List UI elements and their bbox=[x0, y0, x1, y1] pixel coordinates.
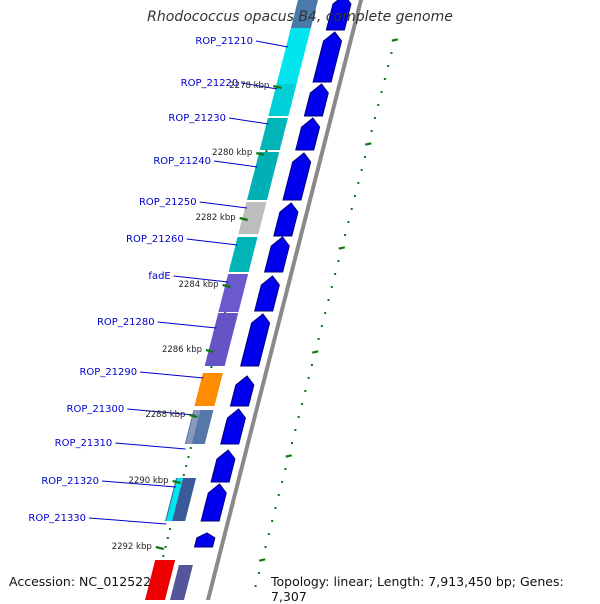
leader-line bbox=[228, 117, 269, 125]
kbp-label: 2290 kbp bbox=[129, 476, 169, 486]
kbp-tick bbox=[155, 545, 165, 551]
kbp-tick bbox=[239, 216, 248, 222]
kbp-tick bbox=[273, 84, 282, 90]
gene-arrow bbox=[295, 117, 321, 151]
leader-line bbox=[241, 82, 278, 90]
leader-line bbox=[213, 160, 258, 168]
leader-line bbox=[186, 238, 238, 246]
leader-line bbox=[173, 275, 229, 283]
kbp-label: 2282 kbp bbox=[196, 213, 236, 223]
gene-arrow bbox=[229, 375, 255, 407]
ruler-tick bbox=[285, 454, 292, 458]
gene-label: ROP_21210 bbox=[195, 36, 253, 47]
leader-line bbox=[140, 371, 204, 379]
feature-bar bbox=[268, 84, 297, 116]
ruler-tick bbox=[365, 142, 372, 146]
kbp-tick bbox=[255, 151, 265, 157]
genome-backbone bbox=[204, 0, 364, 604]
kbp-tick bbox=[189, 413, 198, 419]
gene-arrow bbox=[200, 483, 227, 522]
feature-bar bbox=[228, 237, 258, 272]
ruler-tick bbox=[391, 38, 399, 42]
gene-arrow bbox=[263, 236, 290, 273]
gene-arrow bbox=[303, 83, 329, 117]
gene-arrow bbox=[254, 275, 280, 312]
kbp-label: 2288 kbp bbox=[145, 410, 185, 420]
feature-bar bbox=[218, 274, 249, 312]
gene-arrow bbox=[240, 313, 271, 367]
leader-line bbox=[127, 408, 195, 416]
map-title: Rhodococcus opacus B4, complete genome bbox=[147, 9, 453, 25]
ruler-tick bbox=[311, 350, 319, 354]
leader-line bbox=[199, 201, 248, 209]
feature-accent bbox=[185, 410, 201, 444]
gene-arrow bbox=[312, 31, 343, 83]
feature-bar bbox=[290, 0, 318, 28]
kbp-tick bbox=[172, 479, 181, 485]
gene-label: ROP_21330 bbox=[28, 513, 86, 524]
gene-label: fadE bbox=[148, 271, 170, 282]
gene-label: ROP_21320 bbox=[41, 476, 99, 487]
gene-arrow bbox=[193, 532, 216, 548]
kbp-label: 2286 kbp bbox=[162, 345, 202, 355]
leader-line bbox=[101, 480, 176, 488]
leader-line bbox=[255, 40, 289, 48]
gene-arrow bbox=[282, 152, 312, 201]
kbp-tick bbox=[222, 283, 231, 289]
gene-label: ROP_21310 bbox=[55, 438, 113, 449]
gene-arrow bbox=[210, 449, 236, 483]
accession-text: Accession: NC_012522 bbox=[9, 574, 152, 589]
feature-bar bbox=[276, 28, 311, 84]
feature-bar bbox=[259, 118, 288, 150]
gene-label: ROP_21250 bbox=[139, 197, 197, 208]
feature-accent bbox=[166, 478, 184, 521]
ruler-tick bbox=[338, 246, 346, 250]
gene-label: ROP_21300 bbox=[67, 404, 125, 415]
gene-label: ROP_21260 bbox=[126, 234, 184, 245]
feature-bar bbox=[238, 202, 267, 234]
feature-bar bbox=[247, 152, 280, 200]
leader-line bbox=[157, 321, 217, 329]
kbp-label: 2280 kbp bbox=[212, 148, 252, 158]
feature-bar bbox=[168, 565, 193, 604]
kbp-label: 2278 kbp bbox=[229, 81, 269, 91]
kbp-tick bbox=[205, 348, 215, 354]
gene-arrow bbox=[325, 0, 352, 31]
kbp-label: 2284 kbp bbox=[179, 280, 219, 290]
gene-label: ROP_21280 bbox=[97, 317, 155, 328]
gene-arrow bbox=[220, 408, 246, 445]
feature-bar bbox=[143, 560, 176, 604]
kbp-label: 2292 kbp bbox=[112, 542, 152, 552]
feature-bar bbox=[194, 373, 223, 406]
gene-label: ROP_21290 bbox=[79, 367, 137, 378]
gene-arrow bbox=[273, 202, 299, 237]
gene-label: ROP_21220 bbox=[181, 78, 239, 89]
leader-line bbox=[115, 442, 186, 450]
feature-bar bbox=[204, 313, 239, 366]
gene-label: ROP_21230 bbox=[168, 113, 226, 124]
leader-line bbox=[89, 517, 167, 525]
gene-label: ROP_21240 bbox=[153, 156, 211, 167]
ruler-tick bbox=[258, 558, 266, 562]
